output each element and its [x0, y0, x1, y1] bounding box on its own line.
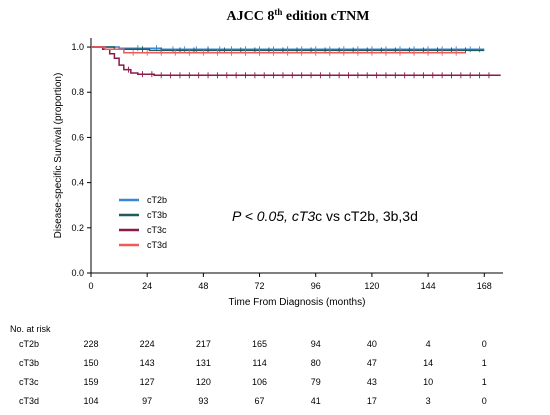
risk-cell: 114 [252, 358, 267, 368]
legend-label-ct2b: cT2b [147, 195, 167, 205]
risk-table-header: No. at risk [10, 324, 51, 334]
risk-cell: 217 [195, 339, 211, 349]
series-lines [91, 45, 501, 79]
x-tick-label: 144 [421, 281, 436, 291]
y-tick-label: 0.6 [71, 132, 84, 142]
x-tick-label: 72 [255, 281, 265, 291]
x-tick-label: 120 [364, 281, 379, 291]
legend: cT2b cT3b cT3c cT3d [119, 195, 167, 250]
risk-cell: 106 [252, 377, 268, 387]
x-axis-label: Time From Diagnosis (months) [229, 297, 366, 308]
y-axis-ticks: 0.0 0.2 0.4 0.6 0.8 1.0 [71, 42, 91, 278]
y-tick-label: 0.2 [71, 223, 84, 233]
risk-cell: 104 [83, 396, 99, 406]
risk-cell: 228 [83, 339, 99, 349]
risk-cell: 67 [254, 396, 265, 406]
risk-cell: 79 [310, 377, 321, 387]
risk-cell: 120 [195, 377, 211, 387]
risk-cell: 80 [310, 358, 321, 368]
risk-row-label: cT3b [19, 358, 40, 368]
annotation-part: cT3 [292, 208, 316, 224]
risk-cell: 1 [481, 377, 487, 387]
risk-cell: 0 [481, 339, 487, 349]
x-tick-label: 96 [311, 281, 321, 291]
x-tick-label: 48 [198, 281, 208, 291]
risk-row-label: cT2b [19, 339, 40, 349]
risk-cell: 0 [481, 396, 487, 406]
x-tick-label: 0 [88, 281, 93, 291]
risk-cell: 97 [142, 396, 153, 406]
risk-cell: 10 [423, 377, 434, 387]
annotation-part: c vs cT2b, 3b,3d [315, 208, 418, 224]
risk-cell: 40 [366, 339, 377, 349]
y-tick-label: 0.8 [71, 87, 84, 97]
legend-label-ct3d: cT3d [147, 240, 167, 250]
risk-cell: 3 [425, 396, 431, 406]
legend-label-ct3c: cT3c [147, 225, 167, 235]
x-tick-label: 24 [142, 281, 152, 291]
risk-cell: 1 [481, 358, 487, 368]
legend-label-ct3b: cT3b [147, 210, 167, 220]
x-axis-ticks: 0 24 48 72 96 120 144 168 [88, 273, 492, 291]
annotation-part: P < 0.05, [232, 208, 292, 224]
risk-cell: 159 [83, 377, 99, 387]
risk-cell: 150 [83, 358, 99, 368]
y-tick-label: 0.0 [71, 268, 84, 278]
risk-cell: 127 [139, 377, 155, 387]
x-tick-label: 168 [477, 281, 492, 291]
risk-cell: 131 [195, 358, 211, 368]
y-tick-label: 0.4 [71, 178, 84, 188]
y-axis-label: Disease-specific Survival (proportion) [53, 73, 64, 239]
risk-cell: 17 [366, 396, 377, 406]
risk-cell: 4 [425, 339, 431, 349]
chart-title: AJCC 8th edition cTNM [227, 7, 370, 24]
risk-cell: 143 [139, 358, 155, 368]
risk-cell: 94 [310, 339, 321, 349]
risk-row-label: cT3d [19, 396, 40, 406]
risk-row-label: cT3c [19, 377, 39, 387]
y-tick-label: 1.0 [71, 42, 84, 52]
series-line-ct3b [91, 46, 485, 52]
risk-cell: 165 [252, 339, 268, 349]
p-value-annotation: P < 0.05, cT3c vs cT2b, 3b,3d [232, 208, 418, 224]
risk-cell: 47 [366, 358, 377, 368]
risk-cell: 224 [139, 339, 155, 349]
risk-cell: 93 [198, 396, 209, 406]
series-line-ct3d [91, 46, 466, 54]
axes [90, 38, 503, 274]
risk-cell: 41 [310, 396, 321, 406]
series-line-ct3c [91, 46, 501, 77]
risk-cell: 43 [366, 377, 377, 387]
risk-cell: 14 [423, 358, 434, 368]
